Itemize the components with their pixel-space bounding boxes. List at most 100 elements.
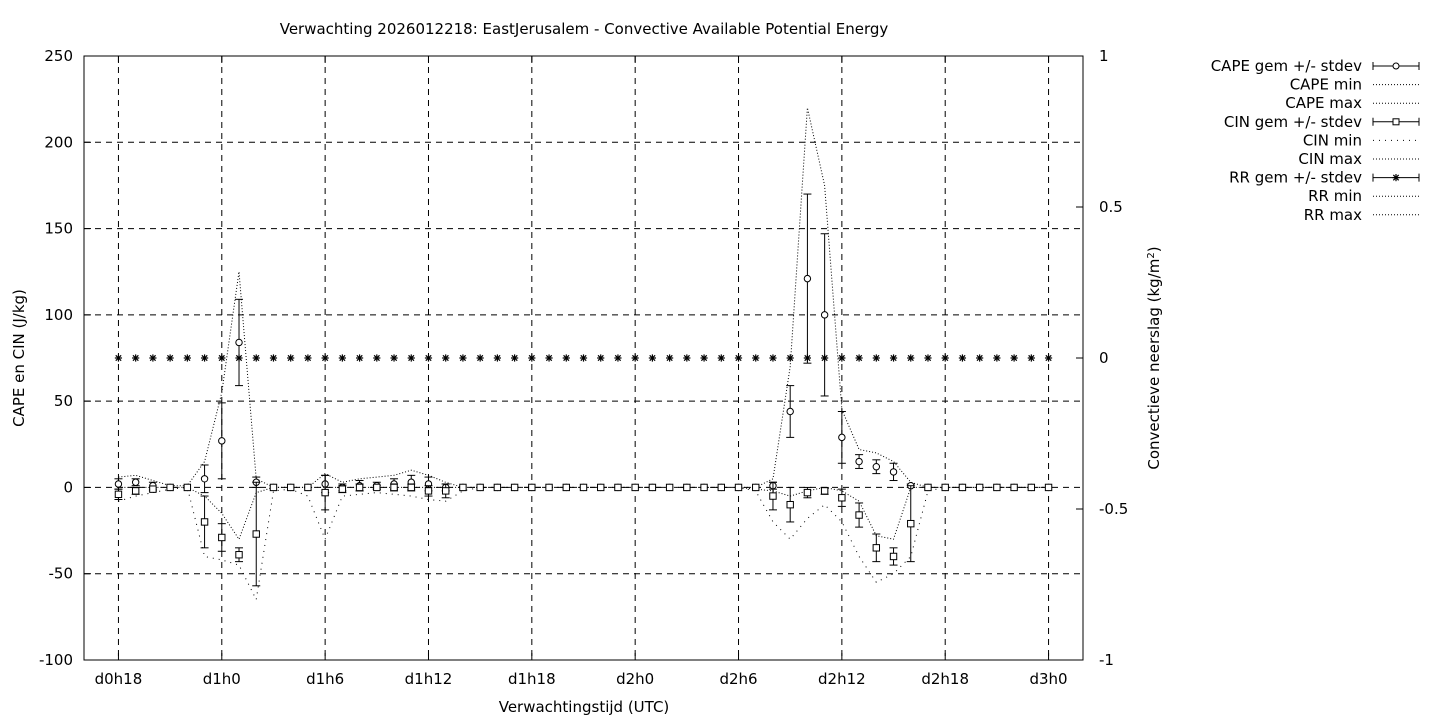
star-stroke [511,354,518,362]
star-stroke [597,354,604,362]
cin-mean-point [1010,483,1018,492]
star-stroke [408,354,415,362]
cin-mean-point [786,500,794,509]
y2-tick-label: 0 [1099,349,1109,367]
x-tick-label: d2h12 [818,670,866,688]
star-stroke [201,354,208,362]
cin-mean-point [269,483,278,492]
star-stroke [477,354,484,362]
legend-label: CAPE gem +/- stdev [1211,57,1362,75]
cin-mean-point [941,483,949,492]
star-stroke [253,354,260,362]
rr-mean-point [1027,354,1035,362]
star-stroke [700,354,708,362]
cin-mean-point [700,483,708,492]
cin-mean-point [631,483,639,492]
rr-mean-point [803,354,812,362]
y-tick-label: 150 [44,220,73,238]
cin-mean-point [1027,483,1036,492]
rr-mean-point [476,354,484,362]
rr-mean-point [821,354,829,362]
star-stroke [1010,354,1018,362]
cape-mean-point [855,457,863,466]
cape-mean-point [218,437,226,445]
star-stroke [666,354,673,362]
cin-mean-point [545,483,553,492]
cin-mean-point [717,483,725,492]
star-stroke [373,354,380,362]
y2-axis-label-end: ) [1145,246,1163,252]
rr-mean-point [183,354,191,362]
cin-mean-point [510,483,519,492]
cin-min-line [118,486,1049,602]
y2-tick-label: 1 [1099,47,1109,65]
rr-mean-point [666,354,674,362]
rr-mean-point [1010,354,1018,362]
chart-title: Verwachting 2026012218: EastJerusalem - … [280,20,889,38]
rr-mean-point [786,354,794,362]
cape-mean-point [820,311,829,319]
star-stroke [1045,354,1052,362]
cin-mean-point [528,483,536,492]
rr-mean-point [855,354,863,362]
cin-mean-point [907,519,915,528]
cin-mean-point [235,551,243,559]
rr-mean-point [1044,354,1053,362]
star-stroke [649,354,656,362]
rr-mean-point [717,354,725,362]
star-stroke [442,354,449,362]
star-stroke [683,354,690,362]
star-stroke [218,354,225,362]
star-stroke [1028,354,1035,362]
cin-mean-point [286,483,295,492]
star-stroke [287,354,294,362]
cin-mean-point [183,483,192,492]
star-stroke [528,354,535,362]
legend-label: CIN max [1298,150,1362,168]
rr-mean-point [252,354,260,362]
rr-mean-point [235,354,243,362]
star-stroke [322,354,329,362]
cin-mean-point [889,552,898,561]
cin-mean-point [838,494,846,502]
legend-label: CAPE min [1290,76,1362,94]
rr-mean-point [752,354,760,362]
rr-mean-point [355,354,364,362]
star-stroke [890,354,897,362]
cin-mean-point [872,544,881,552]
cin-mean-point [355,483,364,492]
star-stroke [149,354,157,362]
star-stroke [580,354,587,362]
star-stroke [821,354,828,362]
cin-mean-point [1044,483,1053,492]
legend-label: CIN gem +/- stdev [1224,113,1362,131]
cin-mean-point [304,483,312,492]
cin-mean-point [149,485,157,493]
cape-mean-point [889,468,898,476]
cin-mean-point [493,483,502,492]
legend-marker-circle [1392,62,1400,70]
star-stroke [769,354,777,362]
cin-mean-point [373,483,381,492]
cin-mean-point [579,483,588,492]
legend-marker-star [1392,174,1400,182]
cape-mean-point [786,407,794,416]
cin-mean-point [597,483,605,492]
legend-label: CIN min [1303,131,1362,149]
rr-mean-point [907,354,915,362]
y2-tick-label: 0.5 [1099,198,1123,216]
star-stroke [235,354,243,362]
y-tick-label: 250 [44,47,73,65]
cin-mean-point [476,483,484,492]
legend-label: RR gem +/- stdev [1229,169,1362,187]
star-stroke [632,354,639,362]
rr-mean-point [149,354,157,362]
cin-mean-point [424,487,433,495]
rr-mean-point [442,354,450,362]
x-tick-label: d2h0 [616,670,654,688]
rr-mean-point [734,354,743,362]
cin-mean-point [390,483,398,492]
y2-tick-label: -0.5 [1099,500,1128,518]
x-tick-label: d2h18 [921,670,969,688]
rr-mean-point [683,354,691,362]
